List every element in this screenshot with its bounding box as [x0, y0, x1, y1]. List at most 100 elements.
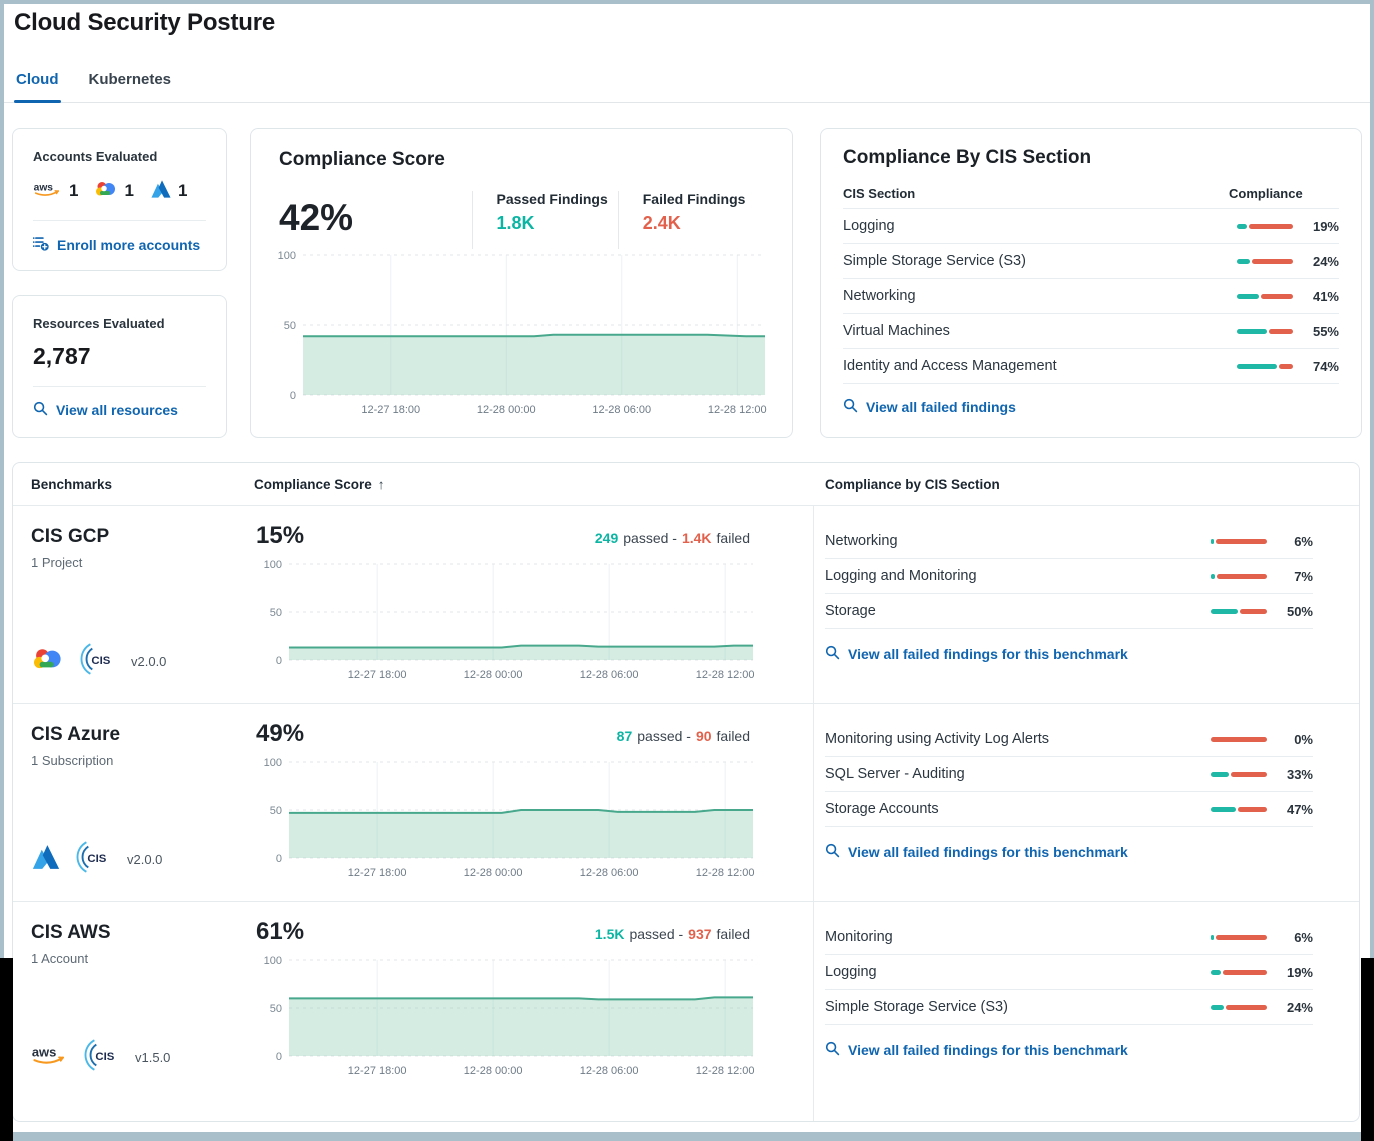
benchmark-info: CIS Azure 1 Subscription CIS v2.0.0	[13, 704, 254, 901]
compliance-bar	[1211, 538, 1267, 544]
enroll-more-accounts-link[interactable]: Enroll more accounts	[32, 235, 206, 254]
benchmark-link-label: View all failed findings for this benchm…	[848, 646, 1128, 662]
svg-text:0: 0	[276, 1051, 282, 1063]
passed-findings-metric: Passed Findings 1.8K	[472, 189, 617, 251]
cis-card-title: Compliance By CIS Section	[843, 147, 1092, 168]
passed-failed-summary: 249 passed -1.4K failed	[595, 530, 756, 546]
view-benchmark-failed-findings-link[interactable]: View all failed findings for this benchm…	[825, 1041, 1313, 1059]
svg-text:0: 0	[276, 655, 282, 667]
compliance-bar	[1237, 223, 1293, 229]
compliance-bar	[1237, 363, 1293, 369]
column-divider	[813, 506, 814, 1121]
col-compliance-score-label: Compliance Score	[254, 476, 372, 492]
view-benchmark-failed-findings-link[interactable]: View all failed findings for this benchm…	[825, 645, 1313, 663]
section-label: Logging	[843, 218, 895, 234]
benchmark-sections-cell: Monitoring using Activity Log Alerts 0% S…	[813, 704, 1359, 901]
divider	[33, 386, 206, 387]
view-benchmark-failed-findings-link[interactable]: View all failed findings for this benchm…	[825, 843, 1313, 861]
divider	[33, 220, 206, 221]
benchmark-sections-cell: Networking 6% Logging and Monitoring 7% St…	[813, 506, 1359, 703]
col-cis-section: CIS Section	[843, 186, 916, 201]
letterbox-left	[0, 958, 13, 1141]
section-label: Storage Accounts	[825, 801, 939, 817]
svg-text:100: 100	[278, 250, 296, 262]
view-all-failed-findings-link[interactable]: View all failed findings	[843, 398, 1339, 416]
section-pct: 24%	[1286, 999, 1313, 1015]
cis-table-header: CIS Section Compliance	[843, 179, 1339, 209]
passed-failed-summary: 87 passed -90 failed	[617, 728, 756, 744]
passed-word: passed -	[623, 530, 677, 546]
compliance-bar	[1237, 258, 1293, 264]
compliance-bar	[1237, 328, 1293, 334]
section-label: Monitoring using Activity Log Alerts	[825, 731, 1050, 747]
score-summary: 42% Passed Findings 1.8K Failed Findings…	[279, 189, 764, 251]
search-icon	[825, 843, 840, 861]
svg-text:12-28 00:00: 12-28 00:00	[477, 404, 536, 416]
svg-text:12-27 18:00: 12-27 18:00	[348, 1065, 407, 1077]
benchmark-row-cis-aws: CIS AWS 1 Account aws CIS v1.5.0 61% 1.5…	[13, 902, 1359, 1121]
benchmark-name: CIS GCP	[31, 526, 110, 547]
compliance-bar	[1211, 806, 1267, 812]
failed-count: 1.4K	[681, 530, 712, 546]
view-all-resources-link[interactable]: View all resources	[33, 401, 206, 419]
section-label: Logging and Monitoring	[825, 568, 977, 584]
cis-section-row: SQL Server - Auditing 33%	[825, 757, 1313, 792]
compliance-bar	[1211, 573, 1267, 579]
section-label: Networking	[825, 533, 898, 549]
benchmark-score-chart: 12-27 18:00 12-28 00:00 12-28 06:00 12-28 1…	[259, 556, 761, 684]
cis-section-row: Monitoring 6%	[825, 920, 1313, 955]
col-compliance-by-cis-section: Compliance by CIS Section	[825, 476, 1000, 492]
divider	[617, 191, 619, 249]
gcp-icon	[94, 179, 118, 204]
tab-cloud[interactable]: Cloud	[14, 71, 60, 103]
svg-text:CIS: CIS	[91, 655, 110, 667]
svg-text:12-28 06:00: 12-28 06:00	[580, 1065, 639, 1077]
section-label: Logging	[825, 964, 877, 980]
passed-failed-summary: 1.5K passed -937 failed	[595, 926, 756, 942]
aws-icon: aws	[31, 1043, 69, 1072]
search-icon	[825, 1041, 840, 1059]
resources-card-title: Resources Evaluated	[33, 316, 165, 331]
svg-text:12-28 12:00: 12-28 12:00	[696, 1065, 755, 1077]
compliance-bar	[1237, 293, 1293, 299]
benchmark-score: 49%	[256, 720, 305, 747]
benchmark-info: CIS AWS 1 Account aws CIS v1.5.0	[13, 902, 254, 1121]
gcp-account-count: 1	[94, 179, 134, 204]
section-pct: 6%	[1294, 929, 1313, 945]
passed-findings-label: Passed Findings	[496, 191, 608, 207]
accounts-evaluated-card: Accounts Evaluated aws 1 1 1 Enroll more …	[12, 128, 227, 271]
benchmark-score-cell: 15% 249 passed -1.4K failed 12-27 18:00 12-…	[254, 506, 813, 703]
benchmark-info: CIS GCP 1 Project CIS v2.0.0	[13, 506, 254, 703]
col-compliance: Compliance	[1229, 186, 1303, 201]
accounts-card-title: Accounts Evaluated	[33, 149, 158, 164]
svg-text:12-28 06:00: 12-28 06:00	[592, 404, 651, 416]
gcp-count: 1	[124, 181, 134, 200]
enroll-accounts-icon	[32, 235, 49, 254]
cis-section-row: Simple Storage Service (S3) 24%	[825, 990, 1313, 1025]
section-pct: 0%	[1294, 731, 1313, 747]
section-pct: 24%	[1312, 253, 1339, 269]
search-icon	[33, 401, 48, 419]
compliance-score-card: Compliance Score 42% Passed Findings 1.8…	[250, 128, 793, 438]
failed-findings-value: 2.4K	[642, 213, 681, 233]
section-pct: 19%	[1312, 218, 1339, 234]
aws-account-count: aws 1	[33, 180, 79, 203]
col-compliance-score[interactable]: Compliance Score ↑	[254, 477, 813, 492]
section-pct: 7%	[1294, 568, 1313, 584]
section-pct: 47%	[1286, 801, 1313, 817]
tab-kubernetes[interactable]: Kubernetes	[88, 71, 172, 88]
svg-text:aws: aws	[32, 1045, 56, 1060]
section-pct: 74%	[1312, 358, 1339, 374]
section-label: Identity and Access Management	[843, 358, 1057, 374]
section-pct: 19%	[1286, 964, 1313, 980]
compliance-score-title: Compliance Score	[279, 149, 445, 170]
search-icon	[825, 645, 840, 663]
benchmark-score-cell: 61% 1.5K passed -937 failed 12-27 18:00 12-…	[254, 902, 813, 1121]
benchmark-name: CIS Azure	[31, 724, 121, 745]
cis-section-row: Logging 19%	[825, 955, 1313, 990]
benchmark-sections-cell: Monitoring 6% Logging 19% Simple Storage S…	[813, 902, 1359, 1121]
svg-text:12-28 00:00: 12-28 00:00	[464, 1065, 523, 1077]
svg-text:50: 50	[284, 320, 296, 332]
resources-link-label: View all resources	[56, 402, 178, 418]
cis-section-row: Networking 6%	[825, 524, 1313, 559]
